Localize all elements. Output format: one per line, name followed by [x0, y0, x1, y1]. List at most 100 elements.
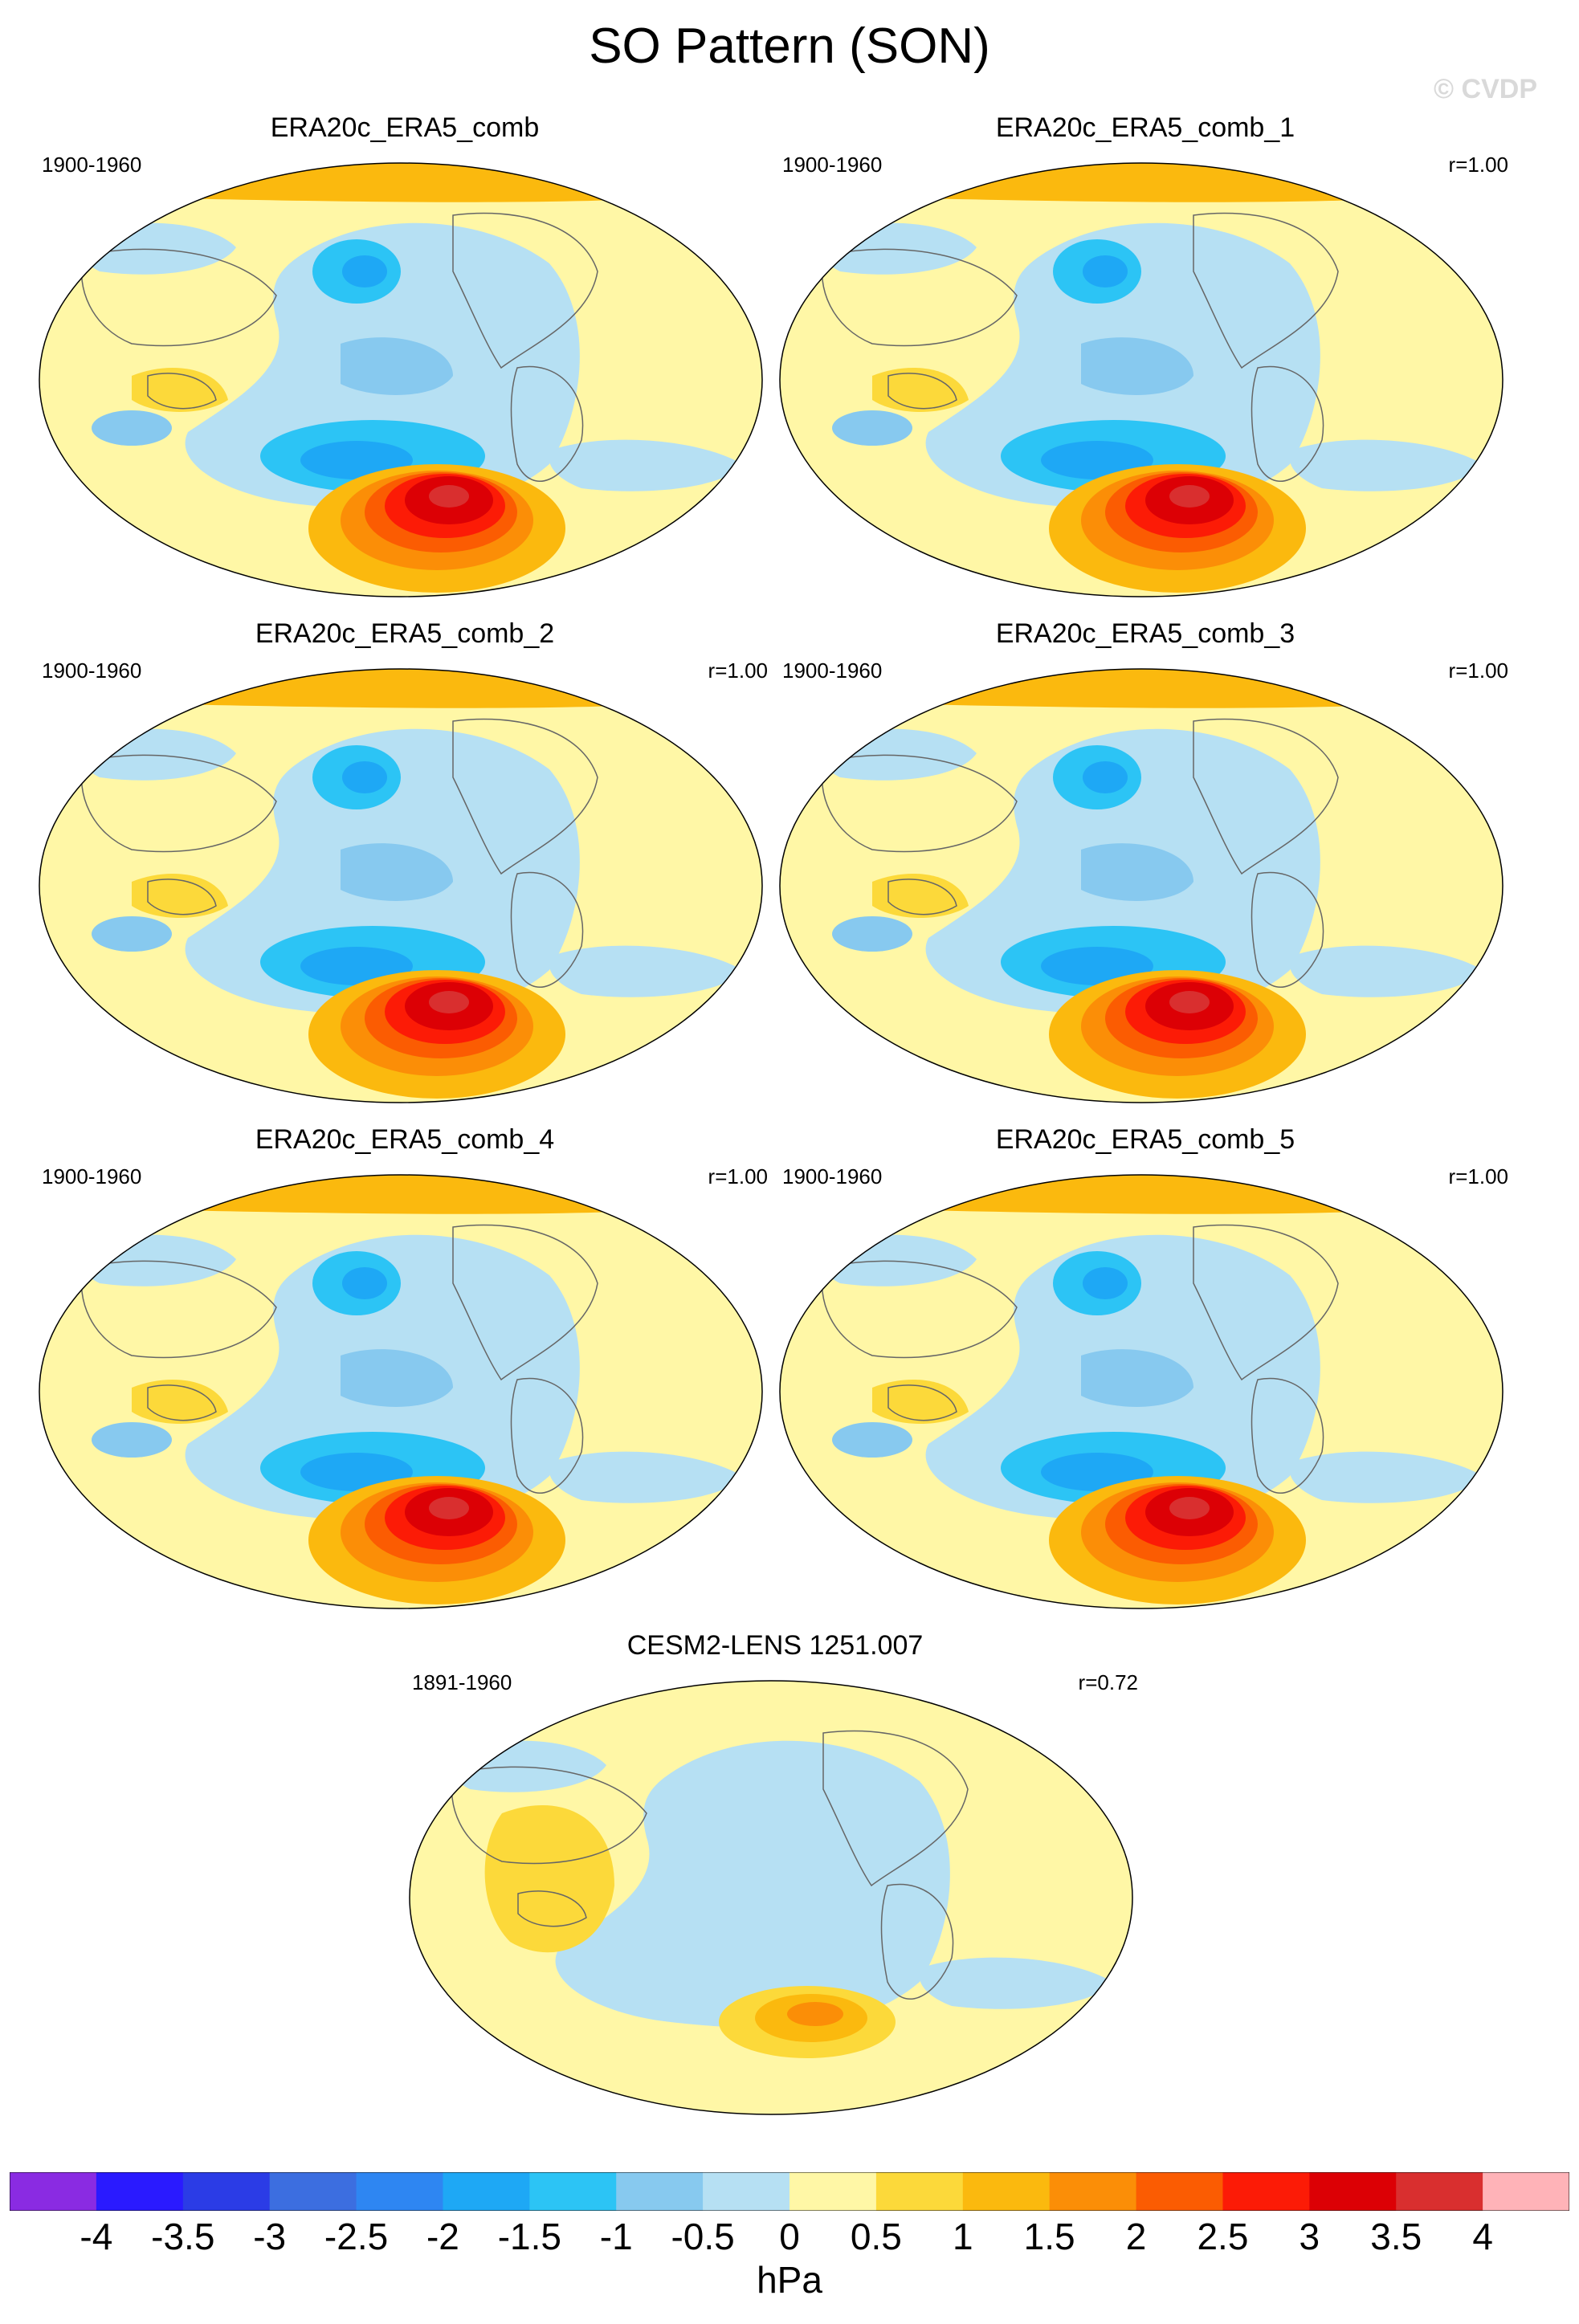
negative-anomaly-south-atlantic — [549, 945, 742, 997]
map-canvas — [39, 668, 763, 1103]
coastline-1 — [510, 365, 584, 482]
negative-anomaly-south-atlantic — [1290, 945, 1483, 997]
colorbar-tick-labels: -4 -3.5 -3 -2.5 -2 -1.5 -1 -0.5 0 0.5 1 1.5 2 2.5 3 3.5… — [0, 2215, 1579, 2263]
australia-positive — [872, 1380, 969, 1424]
southern-high-peak — [429, 485, 469, 508]
southern-high-peak — [429, 1497, 469, 1519]
australia-positive — [132, 874, 228, 918]
colorbar-tick-label: -2.5 — [324, 2216, 389, 2257]
colorbar-swatch — [703, 2172, 790, 2211]
panel-title: CESM2-LENS 1251.007 — [626, 1630, 924, 1661]
coastline-0 — [452, 718, 598, 875]
arctic-high — [780, 1175, 1503, 1214]
coastline-3 — [887, 373, 957, 410]
map-panel-3: ERA20c_ERA5_comb_3 1900-1960 r=1.00 — [776, 618, 1515, 1108]
colorbar-swatch — [269, 2172, 357, 2211]
colorbar-swatch — [875, 2172, 964, 2211]
colorbar — [10, 2172, 1569, 2211]
map-border — [39, 668, 763, 1103]
southern-high-core — [787, 2002, 843, 2026]
panel-title: ERA20c_ERA5_comb_5 — [995, 1124, 1295, 1155]
arctic-high — [39, 163, 762, 202]
coastline-1 — [510, 1377, 584, 1494]
map-canvas — [779, 1174, 1504, 1609]
coastline-3 — [887, 879, 957, 915]
australia-positive — [872, 368, 969, 412]
coastline-2 — [821, 248, 1018, 347]
colorbar-swatch — [529, 2172, 617, 2211]
coastline-0 — [452, 1224, 598, 1381]
colorbar-swatch — [1396, 2172, 1483, 2211]
north-pacific-low-core — [342, 255, 387, 287]
map-panel-1: ERA20c_ERA5_comb_1 1900-1960 r=1.00 — [776, 112, 1515, 602]
australia-positive — [872, 874, 969, 918]
cvdp-watermark: © CVDP — [1434, 74, 1537, 104]
indian-ocean-low — [832, 1422, 912, 1458]
coastline-0 — [1193, 1224, 1339, 1381]
southern-high-peak — [1169, 485, 1210, 508]
colorbar-tick-label: -2 — [426, 2216, 459, 2257]
negative-anomaly-south-atlantic — [920, 1957, 1112, 2009]
panel-period: 1900-1960 — [782, 658, 883, 683]
coastline-1 — [1251, 871, 1324, 988]
negative-anomaly-south-atlantic — [549, 1451, 742, 1503]
map-field — [39, 163, 762, 597]
colorbar-tick-label: 3.5 — [1370, 2216, 1422, 2257]
north-pacific-low-core — [342, 761, 387, 793]
map-canvas — [409, 1680, 1133, 2115]
coastline-2 — [821, 1260, 1018, 1359]
southern-high-peak — [429, 991, 469, 1013]
map-field — [780, 1175, 1503, 1608]
panel-correlation: r=1.00 — [1448, 1164, 1508, 1189]
arctic-high — [39, 1175, 762, 1214]
panel-title: ERA20c_ERA5_comb_1 — [995, 112, 1295, 143]
colorbar-swatch — [790, 2172, 877, 2211]
map-panel-5: ERA20c_ERA5_comb_5 1900-1960 r=1.00 — [776, 1124, 1515, 1614]
colorbar-tick-label: 3 — [1299, 2216, 1320, 2257]
map-panel-0: ERA20c_ERA5_comb 1900-1960 — [35, 112, 774, 602]
panel-period: 1900-1960 — [782, 153, 883, 177]
colorbar-tick-label: 1.5 — [1023, 2216, 1075, 2257]
map-field — [39, 1175, 762, 1608]
panel-title: ERA20c_ERA5_comb_2 — [255, 618, 555, 649]
tropical-pacific-low — [1081, 337, 1193, 395]
panel-correlation: r=1.00 — [708, 658, 768, 683]
coastline-1 — [880, 1883, 954, 2000]
map-field — [410, 1681, 1132, 2114]
negative-anomaly-south-atlantic — [1290, 1451, 1483, 1503]
panel-period: 1891-1960 — [412, 1670, 512, 1694]
tropical-pacific-low — [341, 337, 453, 395]
map-border — [39, 1174, 763, 1609]
colorbar-tick-label: -1 — [599, 2216, 633, 2257]
panel-title: ERA20c_ERA5_comb — [270, 112, 540, 143]
colorbar-swatch — [1049, 2172, 1137, 2211]
colorbar-swatch — [10, 2172, 97, 2211]
map-border — [409, 1680, 1133, 2115]
colorbar-tick-label: 1 — [952, 2216, 973, 2257]
colorbar-swatch — [962, 2172, 1051, 2211]
arctic-high — [780, 163, 1503, 202]
colorbar-tick-label: 0 — [779, 2216, 800, 2257]
coastline-2 — [821, 754, 1018, 853]
map-canvas — [39, 1174, 763, 1609]
map-field — [780, 163, 1503, 597]
colorbar-swatch — [356, 2172, 443, 2211]
indian-ocean-low — [92, 916, 172, 952]
colorbar-tick-label: -0.5 — [671, 2216, 735, 2257]
panel-title: ERA20c_ERA5_comb_4 — [255, 1124, 555, 1155]
negative-anomaly-south-atlantic — [549, 439, 742, 491]
tropical-pacific-low — [341, 843, 453, 901]
coastline-3 — [887, 1384, 957, 1421]
map-field — [780, 669, 1503, 1103]
coastline-3 — [147, 879, 217, 915]
north-pacific-low-core — [1083, 255, 1128, 287]
coastline-2 — [451, 1766, 647, 1865]
coastline-3 — [147, 373, 217, 410]
panel-period: 1900-1960 — [782, 1164, 883, 1189]
colorbar-tick-label: -4 — [80, 2216, 113, 2257]
tropical-pacific-low — [341, 1349, 453, 1407]
map-border — [779, 668, 1504, 1103]
colorbar-swatch — [616, 2172, 704, 2211]
coastline-0 — [822, 1730, 969, 1887]
colorbar-units: hPa — [757, 2259, 822, 2301]
